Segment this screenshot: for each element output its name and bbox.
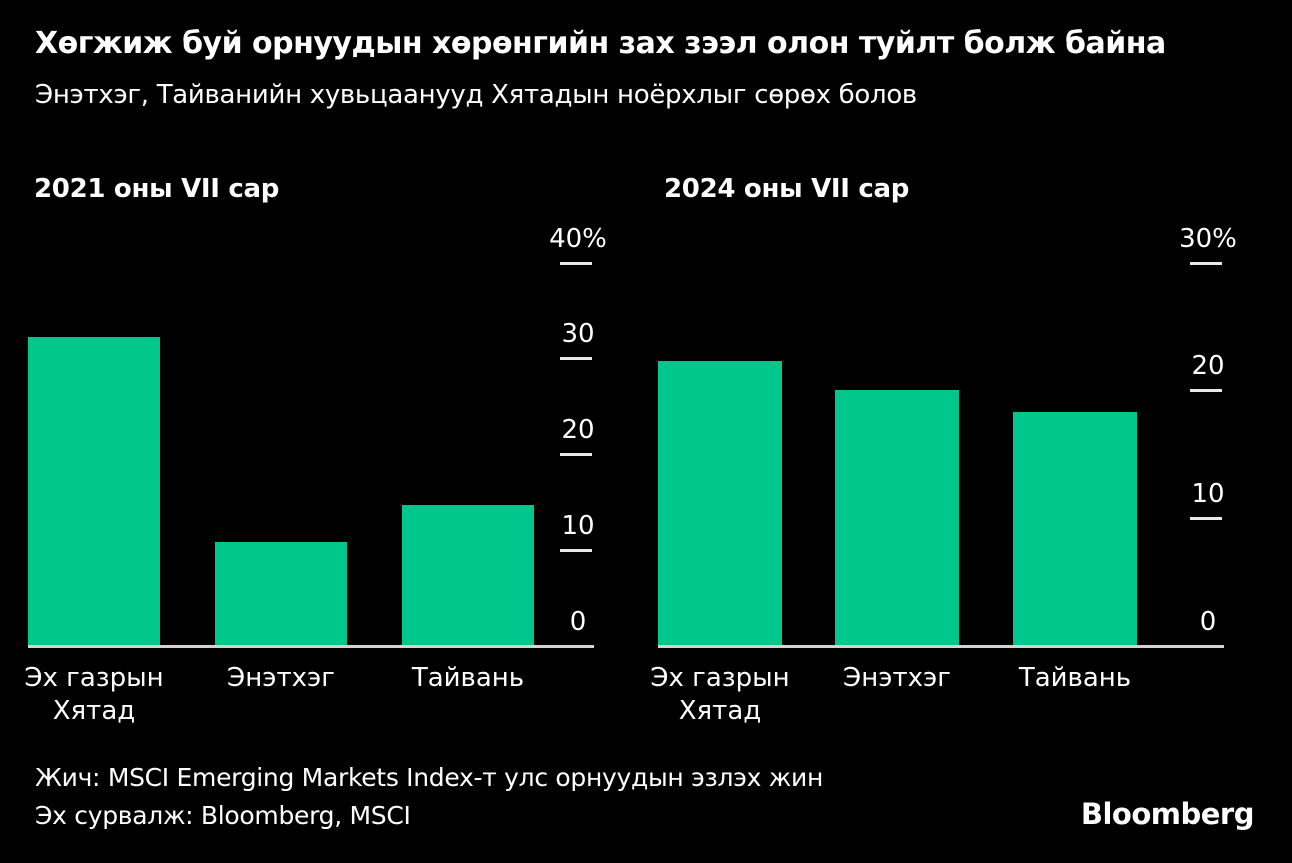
y-tick-dash (1190, 517, 1222, 521)
panel-2024-title: 2024 оны VII сар (664, 174, 910, 204)
panel-2021: 2021 оны VII сар Эх газрын Хятад Энэтхэг Т… (24, 170, 628, 755)
y-tick-dash (560, 453, 592, 457)
y-tick-label: 30% (1179, 223, 1237, 254)
bar (658, 360, 782, 646)
y-tick-label: 10 (1191, 479, 1225, 510)
source-line: Эх сурвалж: Bloomberg, MSCI (35, 801, 411, 830)
panel-2021-title: 2021 оны VII сар (34, 174, 280, 204)
bar (215, 542, 347, 646)
bloomberg-logo: Bloomberg (1080, 797, 1255, 831)
y-tick-label: 0 (569, 607, 587, 637)
y-tick-label: 30 (561, 319, 595, 350)
panel-2024: 2024 оны VII сар Эх газрын Хятад Энэтхэг Т… (650, 170, 1258, 755)
x-axis-label: Эх газрын Хятад (650, 663, 790, 726)
y-tick-label: 40% (549, 223, 607, 254)
y-tick-dash (560, 261, 592, 265)
y-tick-label: 0 (1199, 607, 1217, 637)
y-tick-dash (560, 549, 592, 553)
y-tick-label: 20 (561, 415, 595, 446)
x-axis-line (28, 645, 594, 648)
x-axis-line (658, 645, 1224, 648)
y-tick-label: 10 (561, 511, 595, 542)
bar (835, 390, 959, 646)
y-tick-dash (560, 357, 592, 361)
x-axis-label: Эх газрын Хятад (24, 663, 164, 726)
y-tick-label: 20 (1191, 351, 1225, 382)
x-axis-label: Энэтхэг (843, 663, 951, 693)
y-tick-dash (1190, 261, 1222, 265)
bar (1013, 412, 1137, 646)
bar (402, 505, 534, 646)
x-axis-label: Энэтхэг (227, 663, 335, 693)
page-title: Хөгжиж буй орнуудын хөрөнгийн зах зээл о… (35, 26, 1166, 61)
panel-2024-plot: Эх газрын Хятад Энэтхэг Тайвань 30% 20 10 0 (650, 170, 1258, 755)
page-subtitle: Энэтхэг, Тайванийн хувьцаанууд Хятадын н… (35, 80, 917, 110)
x-axis-label: Тайвань (411, 663, 525, 693)
panel-2021-plot: Эх газрын Хятад Энэтхэг Тайвань 40% 30 20 10 0 (24, 170, 628, 755)
x-axis-label: Тайвань (1018, 663, 1132, 693)
y-tick-dash (1190, 389, 1222, 393)
bar (28, 337, 160, 646)
footnote: Жич: MSCI Emerging Markets Index-т улс о… (35, 763, 823, 792)
